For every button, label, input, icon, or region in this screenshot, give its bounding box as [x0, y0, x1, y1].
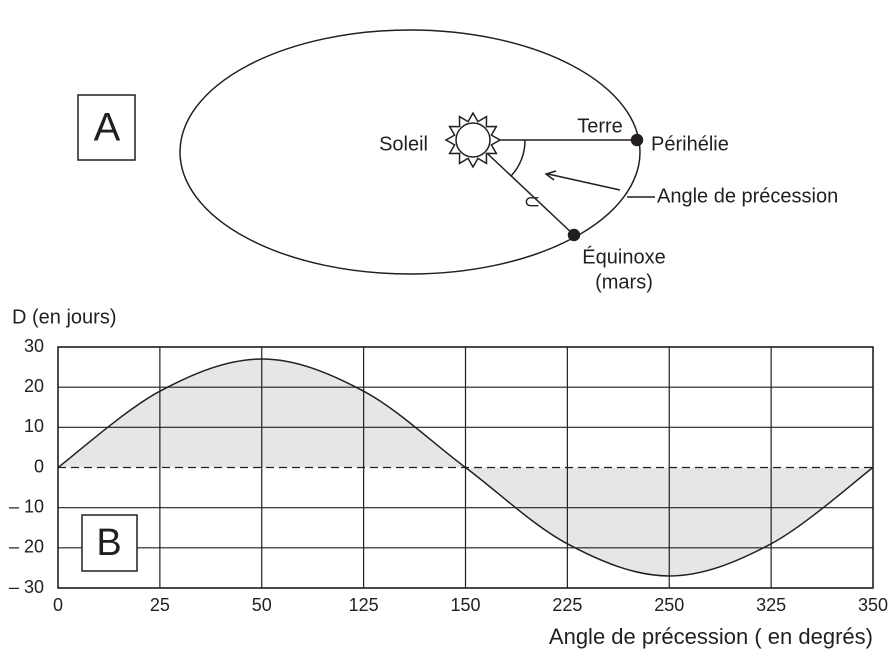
x-axis-label: Angle de précession ( en degrés) — [549, 624, 873, 649]
x-tick-label: 225 — [552, 595, 582, 615]
precession-label: Angle de précession — [657, 185, 838, 207]
perihelion-label: Périhélie — [651, 133, 729, 155]
panel-box — [81, 514, 138, 572]
equinox-dot — [567, 228, 581, 242]
earth-label: Terre — [577, 115, 623, 137]
x-tick-label: 325 — [756, 595, 786, 615]
x-tick-label: 150 — [450, 595, 480, 615]
line — [57, 358, 874, 577]
chart-b: – 30 – 20 – 10 0 10 20 30 0 25 50 125 150 225 250 325 3… — [9, 336, 888, 615]
x-tick-label: 350 — [858, 595, 888, 615]
y-tick-label: 0 — [34, 456, 44, 476]
panel-label: A — [94, 106, 121, 150]
y-axis-label: D (en jours) — [12, 306, 116, 328]
orbit — [179, 29, 641, 275]
x-tick-label: 0 — [53, 595, 63, 615]
arrow-shaft — [547, 173, 621, 191]
y-tick-label: – 30 — [9, 577, 44, 597]
panel-label: B — [96, 522, 121, 564]
diagram-a — [77, 29, 655, 275]
perihelion-dot — [630, 133, 644, 147]
y-tick-label: 10 — [24, 416, 44, 436]
y-tick-label: 30 — [24, 336, 44, 356]
sun — [455, 122, 491, 158]
y-tick-label: 20 — [24, 376, 44, 396]
x-tick-label: 250 — [654, 595, 684, 615]
x-tick-label: 50 — [252, 595, 272, 615]
angle-arc — [510, 139, 526, 177]
x-tick-label: 125 — [349, 595, 379, 615]
equinox-line — [472, 139, 575, 236]
sun-label: Soleil — [379, 133, 428, 155]
equinox-month: (mars) — [595, 271, 653, 293]
arrow-head — [544, 170, 557, 181]
y-tick-label: – 20 — [9, 537, 44, 557]
angle-symbol: ⊃ — [524, 191, 541, 213]
y-tick-label: – 10 — [9, 496, 44, 516]
panel-box — [77, 94, 136, 161]
x-tick-label: 25 — [150, 595, 170, 615]
equinox-label: Équinoxe — [582, 245, 665, 268]
